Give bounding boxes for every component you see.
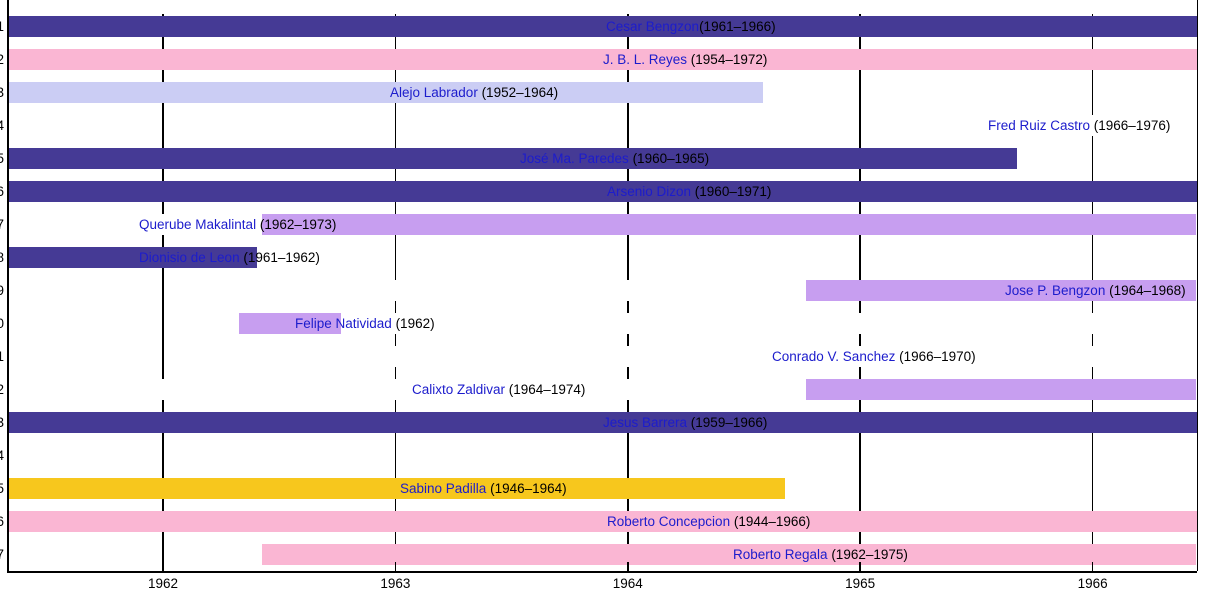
justice-term-years: (1961–1966) <box>699 19 776 34</box>
justice-term-years: (1946–1964) <box>486 481 567 496</box>
justice-label: Cesar Bengzon(1961–1966) <box>606 16 776 37</box>
justice-term-years: (1959–1966) <box>687 415 768 430</box>
justice-term-years: (1960–1971) <box>691 184 772 199</box>
gridline-mask <box>8 214 262 235</box>
x-axis-tick <box>1091 562 1094 571</box>
term-bar <box>8 478 785 499</box>
term-bar <box>8 247 258 268</box>
gridline-mask <box>262 346 1196 367</box>
row-number-label: 8 <box>0 250 4 265</box>
row-number-label: 3 <box>0 85 4 100</box>
justice-label: Jose P. Bengzon (1964–1968) <box>1005 280 1186 301</box>
row-number-label: 14 <box>0 448 4 463</box>
plot-right-edge-line <box>1196 0 1198 571</box>
justice-label: Conrado V. Sanchez (1966–1970) <box>772 346 976 367</box>
justice-term-years: (1952–1964) <box>477 85 559 100</box>
x-axis-tick <box>627 562 629 571</box>
justice-name: Calixto Zaldivar <box>412 382 506 397</box>
row-number-label: 13 <box>0 415 4 430</box>
justice-label: Dionisio de Leon (1961–1962) <box>139 247 320 268</box>
row-number-label: 17 <box>0 547 4 562</box>
justice-term-years: (1964–1968) <box>1105 283 1186 298</box>
term-bar <box>8 49 1197 70</box>
term-bar <box>8 412 1197 433</box>
justice-name: Jose P. Bengzon <box>1005 283 1106 298</box>
justice-label: J. B. L. Reyes (1954–1972) <box>603 49 767 70</box>
justice-label: Sabino Padilla (1946–1964) <box>400 478 567 499</box>
x-axis-tick <box>162 562 164 571</box>
justice-term-years: (1966–1976) <box>1090 118 1171 133</box>
row-number-label: 1 <box>0 19 4 34</box>
justice-term-years: (1960–1965) <box>628 151 710 166</box>
justice-name: Fred Ruiz Castro <box>988 118 1091 133</box>
term-bar <box>261 544 1197 565</box>
justice-term-years: (1961–1962) <box>239 250 320 265</box>
justice-term-years: (1964–1974) <box>505 382 586 397</box>
justice-name: Arsenio Dizon <box>607 184 692 199</box>
justice-term-years: (1966–1970) <box>895 349 976 364</box>
justice-label: José Ma. Paredes (1960–1965) <box>520 148 709 169</box>
term-bar <box>238 313 341 334</box>
justice-term-years: (1962–1975) <box>827 547 908 562</box>
x-axis-tick-label: 1965 <box>845 576 876 591</box>
justice-label: Roberto Concepcion (1944–1966) <box>607 511 810 532</box>
justice-name: José Ma. Paredes <box>520 151 629 166</box>
justice-label: Roberto Regala (1962–1975) <box>733 544 908 565</box>
justice-name: Roberto Concepcion <box>607 514 731 529</box>
x-axis-tick <box>394 562 397 571</box>
row-number-label: 11 <box>0 349 4 364</box>
row-number-label: 7 <box>0 217 4 232</box>
gridline-mask <box>239 313 1196 334</box>
x-axis-tick <box>859 562 861 571</box>
x-axis-line <box>7 571 1197 573</box>
row-number-label: 16 <box>0 514 4 529</box>
justice-term-years: (1954–1972) <box>687 52 768 67</box>
justice-name: Felipe Natividad <box>295 316 392 331</box>
x-axis-tick-label: 1966 <box>1077 576 1108 591</box>
justice-name: Querube Makalintal <box>139 217 257 232</box>
term-bar <box>261 214 1197 235</box>
justice-name: Cesar Bengzon <box>606 19 700 34</box>
justice-term-years: (1944–1966) <box>730 514 811 529</box>
term-bar <box>805 379 1197 400</box>
justice-term-years: (1962) <box>391 316 435 331</box>
justice-name: Conrado V. Sanchez <box>772 349 896 364</box>
x-axis-tick-label: 1963 <box>380 576 411 591</box>
justice-name: Dionisio de Leon <box>139 250 240 265</box>
x-axis-tick-label: 1964 <box>612 576 643 591</box>
justice-name: Jesus Barrera <box>603 415 688 430</box>
justice-name: J. B. L. Reyes <box>603 52 688 67</box>
justice-label: Felipe Natividad (1962) <box>295 313 435 334</box>
justice-label: Alejo Labrador (1952–1964) <box>390 82 558 103</box>
row-number-label: 5 <box>0 151 4 166</box>
justice-term-years: (1962–1973) <box>256 217 337 232</box>
term-bar <box>8 82 763 103</box>
plot-left-edge-line <box>7 0 9 571</box>
justice-label: Jesus Barrera (1959–1966) <box>603 412 767 433</box>
row-number-label: 6 <box>0 184 4 199</box>
x-axis-tick-label: 1962 <box>147 576 179 591</box>
justice-label: Querube Makalintal (1962–1973) <box>139 214 336 235</box>
justice-label: Fred Ruiz Castro (1966–1976) <box>985 115 1174 136</box>
row-number-label: 9 <box>0 283 4 298</box>
row-number-label: 2 <box>0 52 4 67</box>
justice-name: Roberto Regala <box>733 547 828 562</box>
justice-name: Sabino Padilla <box>400 481 487 496</box>
justice-label: Arsenio Dizon (1960–1971) <box>607 181 771 202</box>
term-bar <box>805 280 1197 301</box>
term-bar <box>8 511 1197 532</box>
year-gridline <box>162 14 164 571</box>
row-number-label: 15 <box>0 481 4 496</box>
justice-label: Calixto Zaldivar (1964–1974) <box>412 379 585 400</box>
justice-name: Alejo Labrador <box>390 85 478 100</box>
row-number-label: 12 <box>0 382 4 397</box>
term-bar <box>8 16 1197 37</box>
term-bar <box>8 148 1018 169</box>
term-bar <box>8 181 1197 202</box>
row-number-label: 10 <box>0 316 4 331</box>
row-number-label: 4 <box>0 118 4 133</box>
